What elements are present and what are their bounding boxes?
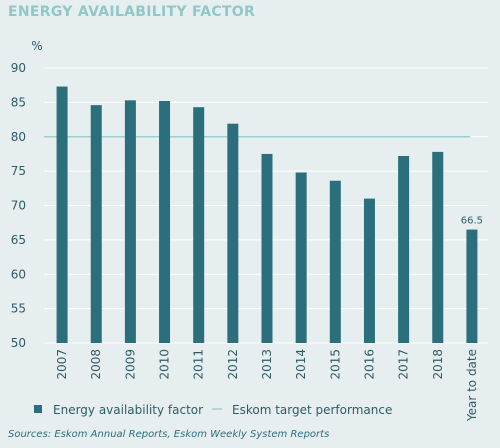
y-tick-label: 55 (11, 302, 26, 316)
y-tick-label: 80 (11, 130, 26, 144)
y-tick-label: 85 (11, 95, 26, 109)
x-tick-label: 2011 (192, 349, 206, 380)
x-tick-label: Year to date (465, 349, 479, 422)
x-tick-label: 2015 (328, 349, 342, 380)
bar (363, 198, 375, 343)
x-tick-label: 2012 (226, 349, 240, 380)
legend-bar-swatch (34, 405, 42, 413)
x-tick-label: 2010 (158, 349, 172, 380)
y-tick-label: 50 (11, 336, 26, 350)
legend-target-label: Eskom target performance (232, 403, 392, 417)
bar (56, 86, 68, 343)
x-tick-label: 2014 (294, 349, 308, 380)
legend: Energy availability factor Eskom target … (34, 403, 392, 417)
bar (398, 156, 410, 343)
bar (261, 153, 273, 343)
y-tick-label: 75 (11, 164, 26, 178)
y-axis-ticks: 50 55 60 65 70 75 80 85 90 (11, 61, 26, 350)
x-tick-label: 2007 (55, 349, 69, 380)
x-tick-label: 2016 (362, 349, 376, 380)
data-label: 66.5 (461, 216, 483, 227)
bar (227, 123, 239, 343)
x-tick-label: 2009 (123, 349, 137, 380)
bar (124, 100, 136, 343)
x-tick-label: 2013 (260, 349, 274, 380)
x-tick-label: 2008 (89, 349, 103, 380)
source-note: Sources: Eskom Annual Reports, Eskom Wee… (8, 429, 330, 440)
chart-title: ENERGY AVAILABILITY FACTOR (8, 4, 256, 20)
bar (466, 229, 478, 343)
bar (432, 151, 444, 343)
y-tick-label: 90 (11, 61, 26, 75)
y-tick-label: 60 (11, 267, 26, 281)
y-axis-unit-label: % (31, 39, 42, 53)
x-tick-label: 2018 (431, 349, 445, 380)
x-axis-ticks: 2007 2008 2009 2010 2011 2012 2013 2014 2015 2016… (55, 349, 479, 422)
bar (329, 180, 341, 343)
bar (295, 172, 307, 343)
bar (159, 101, 171, 343)
y-tick-label: 70 (11, 199, 26, 213)
data-labels: 66.5 (461, 216, 483, 227)
y-tick-label: 65 (11, 233, 26, 247)
bars (56, 86, 478, 343)
legend-bar-label: Energy availability factor (53, 403, 203, 417)
x-tick-label: 2017 (397, 349, 411, 380)
bar (193, 107, 205, 343)
bar (90, 105, 102, 343)
